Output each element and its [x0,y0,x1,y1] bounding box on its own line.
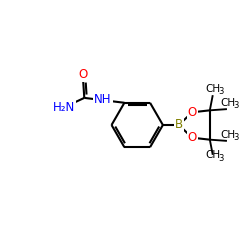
Text: 3: 3 [234,101,239,110]
Text: CH: CH [220,98,236,108]
Text: NH: NH [94,92,112,106]
Text: B: B [175,118,183,132]
Text: CH: CH [206,84,221,94]
Text: 3: 3 [218,88,224,96]
Text: CH: CH [220,130,236,140]
Text: O: O [188,106,197,119]
Text: O: O [78,68,88,81]
Text: 3: 3 [234,133,239,142]
Text: O: O [188,131,197,144]
Text: H₂N: H₂N [53,101,75,114]
Text: CH: CH [206,150,221,160]
Text: 3: 3 [218,154,224,163]
